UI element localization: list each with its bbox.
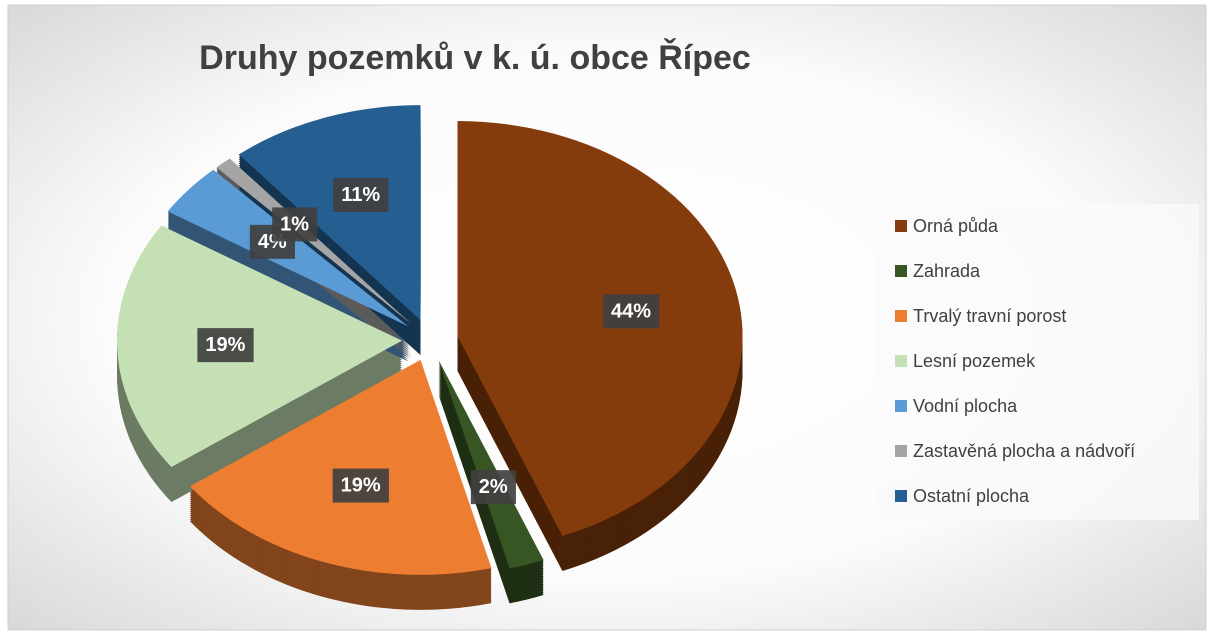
slice <box>238 105 421 321</box>
legend-swatch <box>895 355 907 367</box>
legend-swatch <box>895 220 907 232</box>
legend-label: Zastavěná plocha a nádvoří <box>913 441 1135 461</box>
data-label-box <box>603 294 660 329</box>
data-label-box <box>272 207 318 242</box>
slice <box>189 359 492 575</box>
data-label: 19% <box>341 475 381 497</box>
legend-swatch <box>895 445 907 457</box>
data-label: 19% <box>205 334 245 356</box>
data-label-box <box>332 468 389 503</box>
slice <box>117 225 403 468</box>
legend-swatch <box>895 490 907 502</box>
data-label: 44% <box>611 300 651 322</box>
slice <box>457 121 743 536</box>
legend-box <box>876 204 1199 520</box>
legend-label: Orná půda <box>913 216 999 236</box>
legend-swatch <box>895 400 907 412</box>
data-label-box <box>470 470 516 505</box>
legend-label: Ostatní plocha <box>913 486 1030 506</box>
pie <box>117 105 743 610</box>
data-label: 11% <box>341 184 380 206</box>
legend-label: Trvalý travní porost <box>913 306 1066 326</box>
legend-label: Lesní pozemek <box>913 351 1036 371</box>
legend-label: Vodní plocha <box>913 396 1018 416</box>
legend-swatch <box>895 265 907 277</box>
slice <box>438 360 544 569</box>
data-label: 1% <box>280 213 309 235</box>
legend-swatch <box>895 310 907 322</box>
legend-label: Zahrada <box>913 261 981 281</box>
chart-title: Druhy pozemků v k. ú. obce Řípec <box>199 39 751 77</box>
data-label-box <box>333 177 389 212</box>
data-label: 2% <box>479 476 508 498</box>
data-label-box <box>197 328 254 363</box>
